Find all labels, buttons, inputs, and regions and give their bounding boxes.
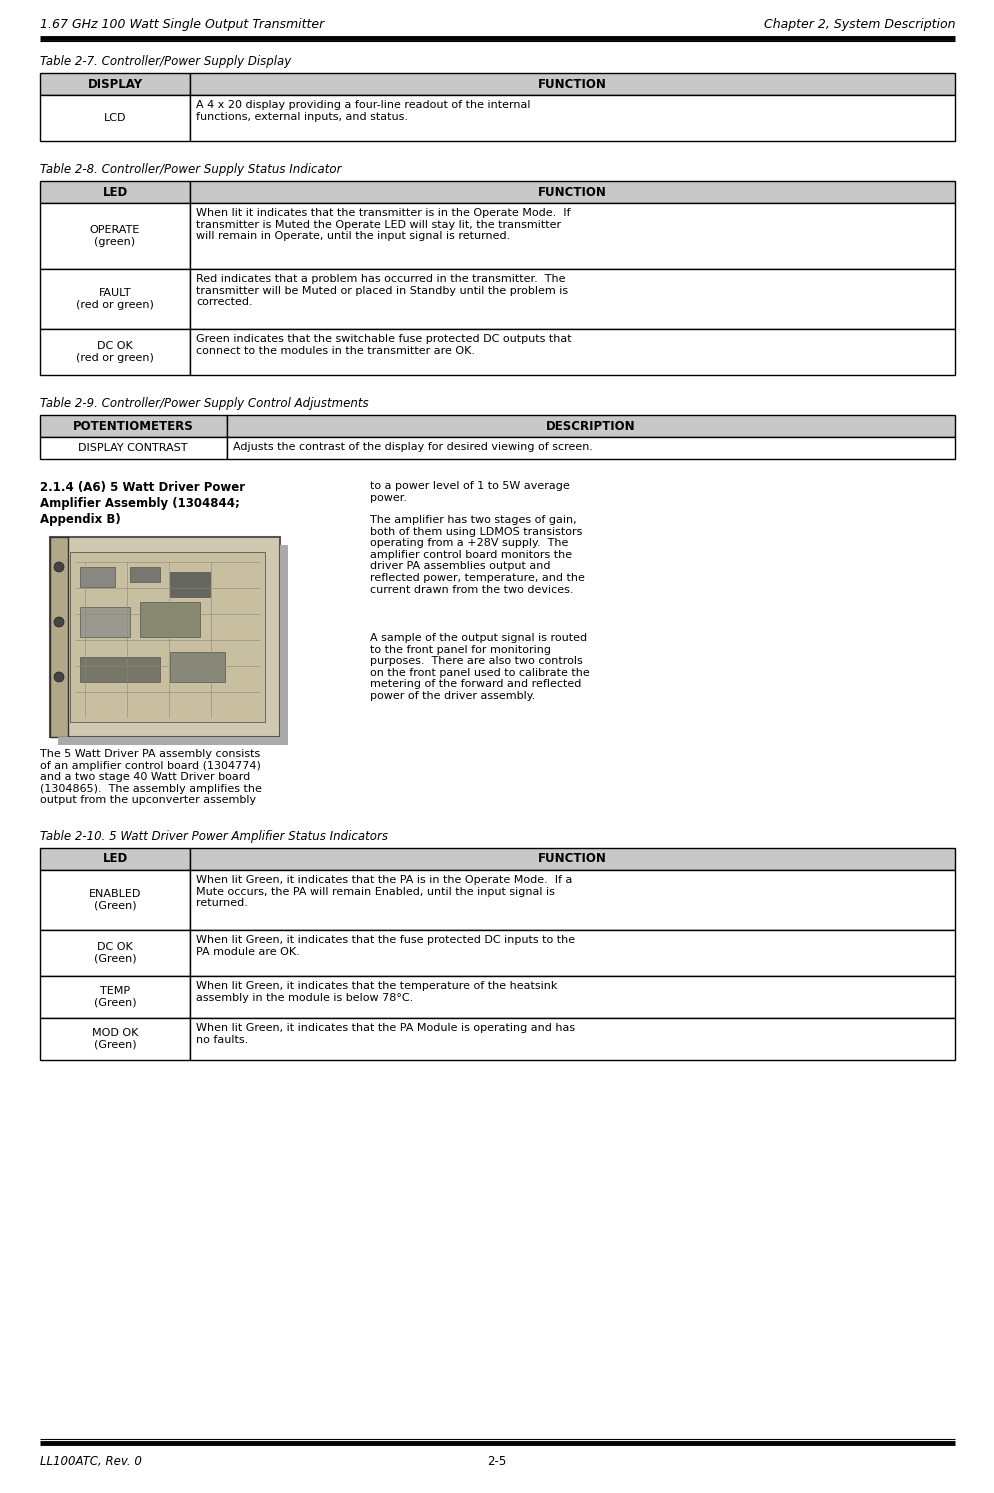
Text: ENABLED
(Green): ENABLED (Green) [88, 890, 141, 911]
Text: MOD OK
(Green): MOD OK (Green) [91, 1029, 138, 1050]
Text: The 5 Watt Driver PA assembly consists
of an amplifier control board (1304774)
a: The 5 Watt Driver PA assembly consists o… [40, 749, 261, 805]
Bar [40, 1018, 190, 1060]
Text: LL100ATC, Rev. 0: LL100ATC, Rev. 0 [40, 1456, 142, 1468]
Bar [190, 269, 954, 328]
Text: OPERATE
(green): OPERATE (green) [89, 225, 140, 246]
Text: FUNCTION: FUNCTION [537, 853, 605, 866]
Bar [130, 567, 160, 582]
Text: DESCRIPTION: DESCRIPTION [546, 420, 635, 433]
Text: Chapter 2, System Description: Chapter 2, System Description [762, 18, 954, 31]
Text: Table 2-7. Controller/Power Supply Display: Table 2-7. Controller/Power Supply Displ… [40, 55, 291, 69]
Text: FAULT
(red or green): FAULT (red or green) [76, 288, 154, 311]
Text: 2-5: 2-5 [487, 1456, 506, 1468]
Text: FUNCTION: FUNCTION [537, 185, 605, 199]
Text: POTENTIOMETERS: POTENTIOMETERS [73, 420, 193, 433]
Bar [40, 976, 190, 1018]
Bar [40, 73, 190, 96]
Bar [40, 437, 227, 458]
Text: 1.67 GHz 100 Watt Single Output Transmitter: 1.67 GHz 100 Watt Single Output Transmit… [40, 18, 324, 31]
Bar [80, 567, 115, 587]
Bar [227, 415, 954, 437]
Text: LCD: LCD [103, 113, 126, 122]
Text: Table 2-9. Controller/Power Supply Control Adjustments: Table 2-9. Controller/Power Supply Contr… [40, 397, 368, 411]
Text: When lit Green, it indicates that the fuse protected DC inputs to the
PA module : When lit Green, it indicates that the fu… [196, 935, 575, 957]
Bar [190, 1018, 954, 1060]
Bar [227, 437, 954, 458]
Bar [190, 870, 954, 930]
Text: to a power level of 1 to 5W average
power.: to a power level of 1 to 5W average powe… [370, 481, 570, 503]
Text: The amplifier has two stages of gain,
both of them using LDMOS transistors
opera: The amplifier has two stages of gain, bo… [370, 515, 584, 594]
Bar [40, 930, 190, 976]
Bar [80, 608, 130, 638]
Bar [70, 552, 264, 723]
Bar [40, 415, 227, 437]
Text: DISPLAY: DISPLAY [87, 78, 142, 91]
Bar [50, 537, 68, 738]
Text: A 4 x 20 display providing a four-line readout of the internal
functions, extern: A 4 x 20 display providing a four-line r… [196, 100, 530, 121]
Text: When lit Green, it indicates that the temperature of the heatsink
assembly in th: When lit Green, it indicates that the te… [196, 981, 557, 1003]
Bar [190, 328, 954, 375]
Text: When lit it indicates that the transmitter is in the Operate Mode.  If
transmitt: When lit it indicates that the transmitt… [196, 208, 570, 242]
Text: DC OK
(red or green): DC OK (red or green) [76, 342, 154, 363]
Bar [170, 652, 225, 682]
Bar [279, 545, 287, 745]
Text: When lit Green, it indicates that the PA is in the Operate Mode.  If a
Mute occu: When lit Green, it indicates that the PA… [196, 875, 572, 908]
Bar [58, 738, 287, 745]
Bar [40, 96, 190, 140]
Text: 2.1.4 (A6) 5 Watt Driver Power: 2.1.4 (A6) 5 Watt Driver Power [40, 481, 245, 494]
Bar [80, 657, 160, 682]
Bar [50, 537, 279, 738]
Bar [190, 848, 954, 870]
Bar [190, 181, 954, 203]
Text: Green indicates that the switchable fuse protected DC outputs that
connect to th: Green indicates that the switchable fuse… [196, 334, 571, 355]
Bar [190, 96, 954, 140]
Text: Table 2-10. 5 Watt Driver Power Amplifier Status Indicators: Table 2-10. 5 Watt Driver Power Amplifie… [40, 830, 388, 844]
Bar [190, 73, 954, 96]
Text: Red indicates that a problem has occurred in the transmitter.  The
transmitter w: Red indicates that a problem has occurre… [196, 275, 568, 308]
Bar [40, 203, 190, 269]
Text: DISPLAY CONTRAST: DISPLAY CONTRAST [79, 443, 188, 452]
Text: Adjusts the contrast of the display for desired viewing of screen.: Adjusts the contrast of the display for … [233, 442, 592, 452]
Text: LED: LED [102, 853, 127, 866]
Bar [190, 930, 954, 976]
Bar [140, 602, 200, 638]
Text: Amplifier Assembly (1304844;: Amplifier Assembly (1304844; [40, 497, 240, 511]
Bar [170, 572, 210, 597]
Text: LED: LED [102, 185, 127, 199]
Text: When lit Green, it indicates that the PA Module is operating and has
no faults.: When lit Green, it indicates that the PA… [196, 1023, 575, 1045]
Circle shape [54, 561, 64, 572]
Bar [40, 328, 190, 375]
Text: A sample of the output signal is routed
to the front panel for monitoring
purpos: A sample of the output signal is routed … [370, 633, 589, 702]
Bar [40, 181, 190, 203]
Text: DC OK
(Green): DC OK (Green) [93, 942, 136, 964]
Bar [40, 870, 190, 930]
Bar [40, 848, 190, 870]
Circle shape [54, 617, 64, 627]
Text: FUNCTION: FUNCTION [537, 78, 605, 91]
Bar [190, 976, 954, 1018]
Bar [190, 203, 954, 269]
Text: Table 2-8. Controller/Power Supply Status Indicator: Table 2-8. Controller/Power Supply Statu… [40, 163, 341, 176]
Text: TEMP
(Green): TEMP (Green) [93, 987, 136, 1008]
Text: Appendix B): Appendix B) [40, 514, 120, 526]
Circle shape [54, 672, 64, 682]
Bar [40, 269, 190, 328]
